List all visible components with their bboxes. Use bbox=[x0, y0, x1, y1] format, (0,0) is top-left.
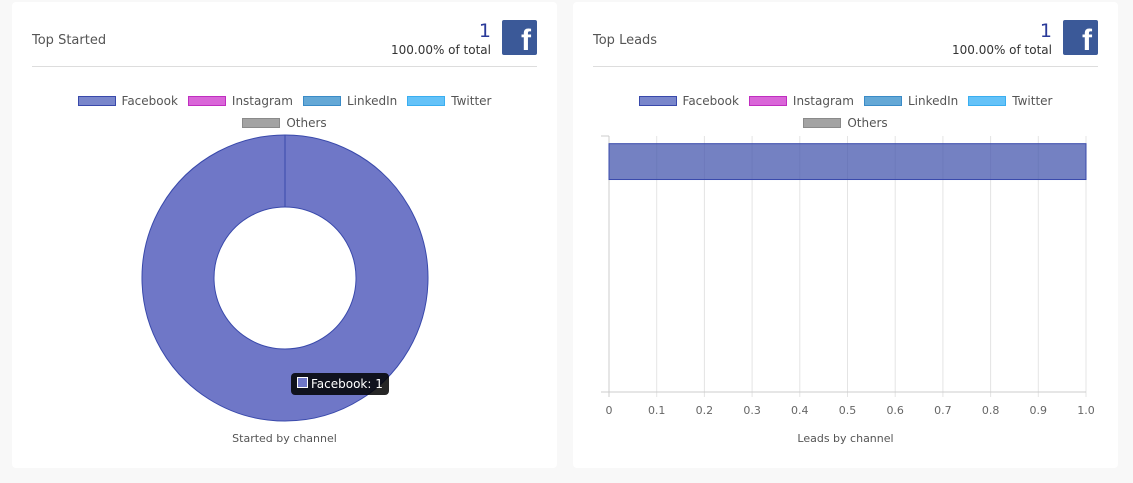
legend-item-others[interactable]: Others bbox=[242, 112, 327, 134]
divider bbox=[593, 66, 1098, 67]
percent-of-total: 100.00% of total bbox=[390, 43, 491, 57]
x-tick-label: 0.7 bbox=[934, 404, 952, 417]
legend-label: LinkedIn bbox=[346, 94, 398, 108]
legend-label: Instagram bbox=[231, 94, 293, 108]
bar-chart: 0 0.1 0.2 0.3 0.4 0.5 0.6 0.7 0.8 0.9 1.0 bbox=[601, 135, 1095, 417]
legend-swatch bbox=[77, 96, 116, 106]
legend-item-others[interactable]: Others bbox=[803, 112, 888, 134]
legend-label: Others bbox=[286, 116, 327, 130]
x-tick-label: 1.0 bbox=[1077, 404, 1095, 417]
tooltip: Facebook: 1 bbox=[291, 373, 389, 395]
x-tick-label: 0.5 bbox=[839, 404, 857, 417]
chart-caption: Leads by channel bbox=[797, 432, 894, 445]
legend-item-twitter[interactable]: Twitter bbox=[968, 90, 1052, 112]
tooltip-text: Facebook: 1 bbox=[311, 377, 383, 391]
facebook-icon: f bbox=[502, 20, 537, 55]
legend-item-linkedin[interactable]: LinkedIn bbox=[863, 90, 959, 112]
legend: Facebook Instagram LinkedIn Twitter Others bbox=[12, 90, 557, 134]
legend-swatch bbox=[863, 96, 902, 106]
legend-item-instagram[interactable]: Instagram bbox=[187, 90, 293, 112]
x-tick-label: 0 bbox=[606, 404, 613, 417]
top-leads-card: Top Leads 1 100.00% of total f Facebook I… bbox=[573, 2, 1118, 468]
x-tick-label: 0.9 bbox=[1030, 404, 1048, 417]
legend-item-linkedin[interactable]: LinkedIn bbox=[302, 90, 398, 112]
legend-label: Twitter bbox=[1012, 94, 1053, 108]
legend-swatch bbox=[968, 96, 1007, 106]
legend-item-instagram[interactable]: Instagram bbox=[748, 90, 854, 112]
count: 1 bbox=[1039, 20, 1052, 42]
count: 1 bbox=[478, 20, 491, 42]
legend-swatch bbox=[407, 96, 446, 106]
legend-swatch bbox=[748, 96, 787, 106]
legend-swatch bbox=[803, 118, 842, 128]
legend: Facebook Instagram LinkedIn Twitter Others bbox=[573, 90, 1118, 134]
chart-caption: Started by channel bbox=[232, 432, 337, 445]
legend-swatch bbox=[187, 96, 226, 106]
legend-label: Instagram bbox=[792, 94, 854, 108]
x-tick-label: 0.1 bbox=[648, 404, 666, 417]
legend-item-facebook[interactable]: Facebook bbox=[638, 90, 739, 112]
x-tick-label: 0.2 bbox=[696, 404, 714, 417]
divider bbox=[32, 66, 537, 67]
legend-label: Others bbox=[847, 116, 888, 130]
legend-swatch bbox=[638, 96, 677, 106]
facebook-icon: f bbox=[1063, 20, 1098, 55]
legend-label: Facebook bbox=[682, 94, 739, 108]
bar-facebook bbox=[608, 143, 1087, 181]
donut-slice-facebook bbox=[141, 134, 429, 422]
legend-label: LinkedIn bbox=[907, 94, 959, 108]
x-tick-label: 0.4 bbox=[791, 404, 809, 417]
x-tick-label: 0.8 bbox=[982, 404, 1000, 417]
legend-item-twitter[interactable]: Twitter bbox=[407, 90, 491, 112]
card-title: Top Leads bbox=[593, 33, 658, 48]
x-tick-label: 0.3 bbox=[743, 404, 761, 417]
legend-label: Facebook bbox=[121, 94, 178, 108]
legend-label: Twitter bbox=[451, 94, 492, 108]
percent-of-total: 100.00% of total bbox=[951, 43, 1052, 57]
x-tick-label: 0.6 bbox=[886, 404, 904, 417]
donut-chart bbox=[141, 134, 429, 422]
top-started-card: Top Started 1 100.00% of total f Faceboo… bbox=[12, 2, 557, 468]
legend-swatch bbox=[302, 96, 341, 106]
legend-swatch bbox=[242, 118, 281, 128]
tooltip-swatch bbox=[297, 377, 308, 388]
legend-item-facebook[interactable]: Facebook bbox=[77, 90, 178, 112]
card-title: Top Started bbox=[32, 33, 107, 48]
